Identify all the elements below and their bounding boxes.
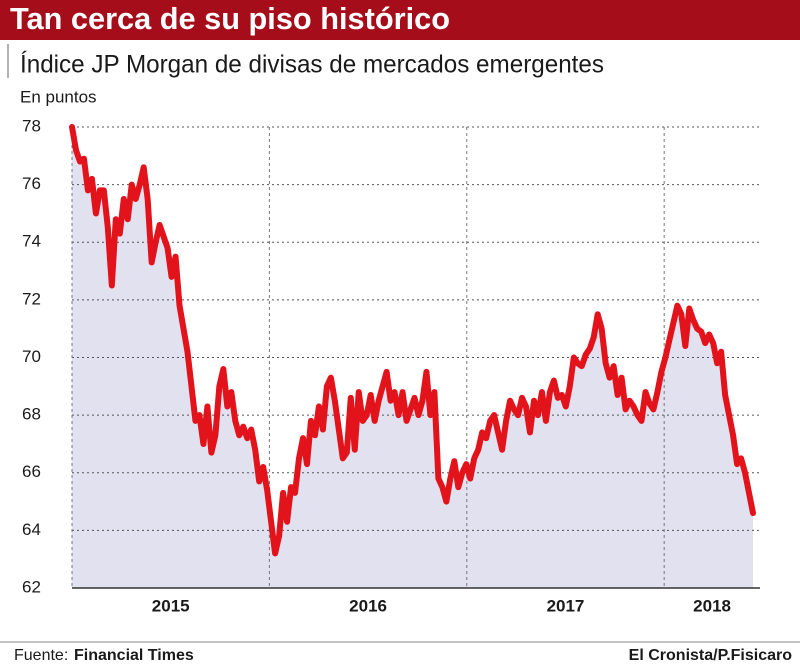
x-tick-label: 2018: [693, 596, 731, 615]
y-tick-label: 78: [22, 116, 41, 135]
y-tick-label: 74: [22, 232, 41, 251]
credit: El Cronista/P.Fisicaro: [629, 647, 793, 664]
y-tick-label: 70: [22, 347, 41, 366]
header-bar: [0, 0, 800, 40]
y-axis-label: En puntos: [20, 87, 97, 106]
line: [69, 124, 756, 557]
x-tick-label: 2015: [152, 596, 190, 615]
y-tick-label: 76: [22, 174, 41, 193]
source: Financial Times: [74, 647, 194, 664]
chart-subtitle: Índice JP Morgan de divisas de mercados …: [20, 50, 604, 79]
source-label: Fuente:: [14, 647, 68, 664]
y-tick-label: 62: [22, 577, 41, 596]
chart-title: Tan cerca de su piso histórico: [10, 1, 450, 36]
y-tick-label: 68: [22, 405, 41, 424]
y-tick-label: 66: [22, 462, 41, 481]
x-tick-label: 2016: [349, 596, 387, 615]
y-tick-label: 72: [22, 289, 41, 308]
x-tick-label: 2017: [547, 596, 585, 615]
y-tick-label: 64: [22, 520, 41, 539]
